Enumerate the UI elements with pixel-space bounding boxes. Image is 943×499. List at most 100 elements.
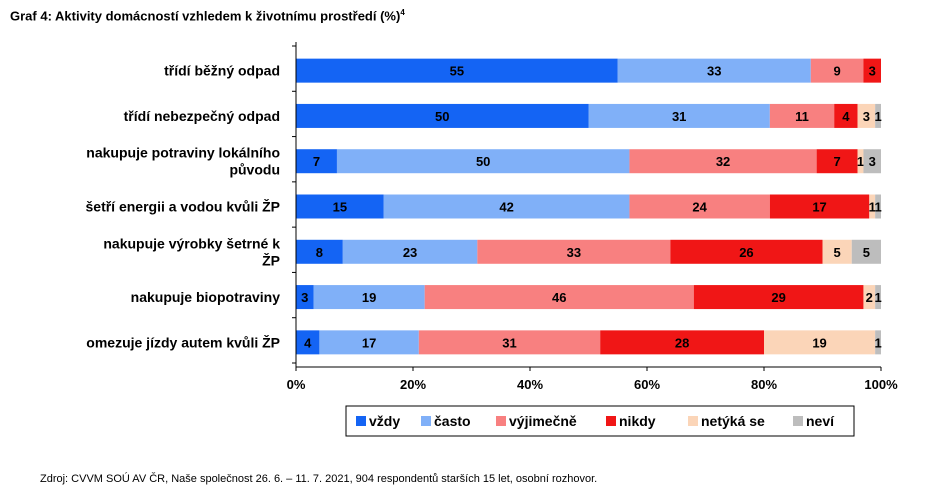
data-label: 26 xyxy=(739,245,753,260)
data-label: 31 xyxy=(672,109,686,124)
bar-segment xyxy=(296,285,314,310)
data-label: 28 xyxy=(675,335,689,350)
bar-segment xyxy=(869,194,876,219)
bar-segment xyxy=(875,330,881,355)
bar-segment xyxy=(857,149,864,174)
data-label: 55 xyxy=(450,64,464,79)
data-label: 24 xyxy=(692,200,707,215)
bar-segment xyxy=(810,58,864,83)
legend-swatch xyxy=(688,416,698,426)
bar-segment xyxy=(857,103,876,128)
bar-segment xyxy=(629,149,817,174)
legend: vždy často výjimečně nikdy netýká se neví xyxy=(345,405,855,437)
bar-segment xyxy=(670,239,823,264)
legend-swatch xyxy=(793,416,803,426)
bar-segment xyxy=(822,239,852,264)
data-label: 5 xyxy=(834,245,841,260)
x-tick-label: 40% xyxy=(517,377,543,392)
category-label: omezuje jízdy autem kvůli ŽP xyxy=(86,333,280,350)
bar-segment xyxy=(296,149,337,174)
data-label: 50 xyxy=(435,109,449,124)
bar-segment xyxy=(875,194,881,219)
bar-segment xyxy=(424,285,694,310)
bar-segment xyxy=(863,285,876,310)
bar-segment xyxy=(296,239,343,264)
bar-segment xyxy=(769,194,870,219)
title-footnote: 4 xyxy=(400,8,405,17)
data-label: 33 xyxy=(567,245,581,260)
bar-segment xyxy=(863,149,881,174)
data-label: 1 xyxy=(874,109,881,124)
bar-segment xyxy=(834,103,858,128)
data-label: 19 xyxy=(362,290,376,305)
data-label: 32 xyxy=(716,154,730,169)
data-label: 17 xyxy=(812,200,826,215)
legend-label: výjimečně xyxy=(509,413,577,429)
bar-segment xyxy=(875,103,881,128)
bar-segment xyxy=(336,149,630,174)
data-label: 4 xyxy=(842,109,850,124)
data-label: 23 xyxy=(403,245,417,260)
legend-label: neví xyxy=(806,413,835,429)
data-label: 50 xyxy=(476,154,490,169)
bar-segment xyxy=(617,58,811,83)
x-tick-label: 60% xyxy=(634,377,660,392)
bar-segment xyxy=(313,285,425,310)
chart-title: Graf 4: Aktivity domácností vzhledem k ž… xyxy=(10,8,405,24)
bar-segment xyxy=(764,330,876,355)
bar-segment xyxy=(342,239,478,264)
x-tick-label: 0% xyxy=(287,377,306,392)
data-label: 9 xyxy=(834,64,841,79)
data-label: 1 xyxy=(869,200,876,215)
data-label: 1 xyxy=(874,290,881,305)
data-label: 29 xyxy=(771,290,785,305)
data-label: 19 xyxy=(812,335,826,350)
bar-segment xyxy=(319,330,419,355)
data-label: 1 xyxy=(874,335,881,350)
category-label: třídí běžný odpad xyxy=(164,63,280,79)
data-label: 42 xyxy=(499,200,513,215)
bar-segment xyxy=(383,194,630,219)
bar-segment xyxy=(863,58,881,83)
category-label: nakupuje výrobky šetrné k ŽP xyxy=(103,235,280,268)
bar-segment xyxy=(418,330,601,355)
bar-segment xyxy=(875,285,881,310)
bar-segment xyxy=(693,285,864,310)
data-label: 3 xyxy=(869,154,876,169)
data-label: 3 xyxy=(301,290,308,305)
bar-segment xyxy=(296,103,589,128)
category-label: třídí nebezpečný odpad xyxy=(124,108,280,124)
legend-label: často xyxy=(434,413,471,429)
bar-segment xyxy=(296,194,384,219)
bar-segment xyxy=(296,58,618,83)
legend-label: nikdy xyxy=(619,413,656,429)
x-tick-label: 20% xyxy=(400,377,426,392)
data-label: 11 xyxy=(795,109,809,124)
data-label: 2 xyxy=(866,290,873,305)
data-label: 4 xyxy=(304,335,312,350)
data-label: 7 xyxy=(834,154,841,169)
data-label: 46 xyxy=(552,290,566,305)
bar-segment xyxy=(769,103,835,128)
data-label: 1 xyxy=(874,200,881,215)
data-label: 1 xyxy=(857,154,864,169)
bar-segment xyxy=(296,330,320,355)
bar-segment xyxy=(588,103,770,128)
x-tick-label: 80% xyxy=(751,377,777,392)
bar-segment xyxy=(851,239,881,264)
data-label: 3 xyxy=(869,64,876,79)
bar-segment xyxy=(477,239,671,264)
source-note: Zdroj: CVVM SOÚ AV ČR, Naše společnost 2… xyxy=(40,473,598,485)
legend-swatch xyxy=(606,416,616,426)
x-tick-label: 100% xyxy=(864,377,898,392)
category-label: nakupuje biopotraviny xyxy=(131,289,281,305)
legend-label: vždy xyxy=(369,413,400,429)
data-label: 8 xyxy=(316,245,323,260)
data-label: 31 xyxy=(502,335,516,350)
data-label: 15 xyxy=(333,200,347,215)
data-label: 5 xyxy=(863,245,870,260)
legend-label: netýká se xyxy=(701,413,765,429)
legend-swatch xyxy=(496,416,506,426)
